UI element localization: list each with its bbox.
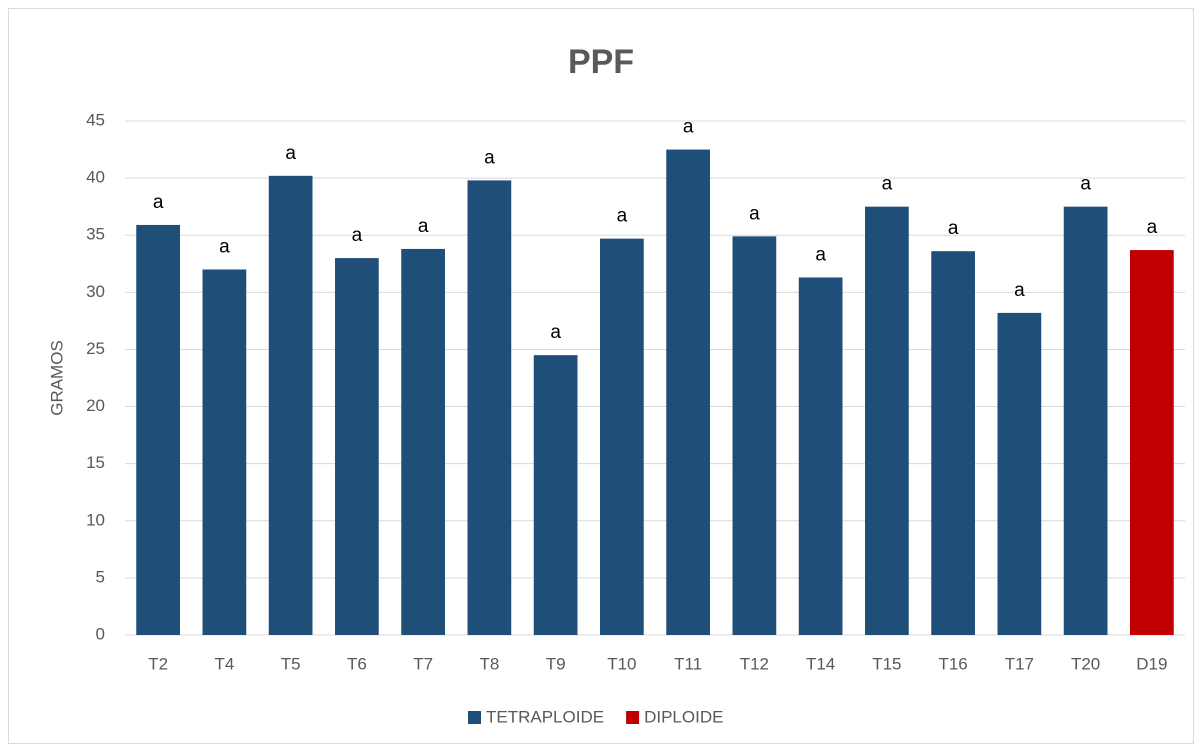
x-tick-label: T14	[806, 654, 835, 673]
bar	[401, 248, 445, 635]
annotation: a	[1014, 280, 1025, 301]
y-tick-label: 5	[96, 567, 105, 586]
x-tick-label: T5	[281, 654, 301, 673]
x-tick-label: T16	[938, 654, 967, 673]
annotation: a	[1147, 217, 1158, 238]
bar	[600, 238, 644, 635]
annotation: a	[683, 117, 694, 138]
legend-label: DIPLOIDE	[644, 707, 723, 726]
bar	[268, 175, 313, 635]
bar	[1130, 250, 1174, 635]
bar	[533, 355, 578, 635]
chart-title: PPF	[568, 43, 634, 81]
y-tick-label: 45	[86, 110, 105, 129]
bar	[732, 236, 777, 635]
bar	[798, 277, 843, 635]
bar	[1063, 206, 1108, 635]
bar	[202, 269, 247, 635]
x-tick-label: T12	[740, 654, 769, 673]
bar	[136, 224, 180, 636]
legend-label: TETRAPLOIDE	[486, 707, 604, 726]
annotation: a	[352, 225, 363, 246]
y-tick-label: 10	[86, 510, 105, 529]
annotation: a	[285, 143, 296, 164]
x-tick-label: D19	[1136, 654, 1167, 673]
y-tick-label: 35	[86, 225, 105, 244]
y-tick-label: 40	[86, 168, 105, 187]
y-tick-label: 20	[86, 396, 105, 415]
annotation: a	[617, 206, 628, 227]
annotation: a	[484, 147, 495, 168]
y-tick-label: 25	[86, 339, 105, 358]
legend-swatch	[626, 711, 640, 724]
x-tick-label: T17	[1005, 654, 1034, 673]
x-tick-label: T15	[872, 654, 901, 673]
y-tick-label: 30	[86, 282, 105, 301]
annotation: a	[153, 192, 164, 213]
annotation: a	[550, 322, 561, 343]
bar	[931, 251, 975, 636]
annotation: a	[418, 216, 429, 237]
bar	[467, 180, 512, 635]
annotation: a	[882, 174, 893, 195]
y-tick-label: 15	[86, 453, 105, 472]
bar	[335, 258, 379, 635]
annotation: a	[1080, 174, 1091, 195]
x-tick-label: T9	[546, 654, 566, 673]
bar	[865, 206, 909, 635]
annotation: a	[219, 237, 230, 258]
x-tick-label: T7	[413, 654, 433, 673]
x-tick-label: T6	[347, 654, 367, 673]
bar	[997, 312, 1042, 635]
legend-swatch	[468, 711, 481, 724]
bar	[666, 149, 710, 636]
y-tick-label: 0	[96, 624, 105, 643]
x-tick-label: T8	[479, 654, 499, 673]
x-tick-label: T11	[674, 654, 702, 673]
x-tick-label: T20	[1071, 654, 1100, 673]
x-tick-label: T4	[214, 654, 234, 673]
annotation: a	[815, 245, 826, 266]
y-axis-label: GRAMOS	[47, 340, 66, 416]
x-tick-label: T10	[607, 654, 636, 673]
x-tick-label: T2	[148, 654, 168, 673]
annotation: a	[948, 218, 959, 239]
annotation: a	[749, 203, 760, 224]
